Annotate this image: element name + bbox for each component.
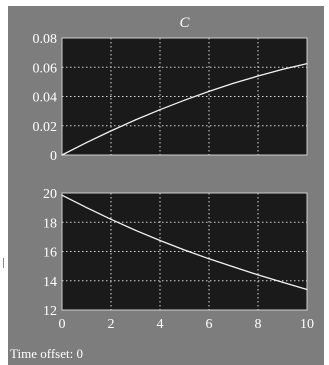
scope-panel-2: 20 18 16 14 120 2 4 6 8 10 (43, 187, 314, 332)
data-point (61, 154, 63, 156)
data-point (183, 99, 186, 101)
data-point (232, 82, 235, 84)
data-point (281, 281, 284, 283)
scope-panel-1: 0.08 0.06 0.04 0.02 0 C (33, 15, 308, 164)
data-point (85, 141, 88, 144)
data-point (134, 119, 137, 121)
y-tick-label: 0.04 (33, 91, 58, 106)
y-tick-label: 20 (43, 187, 57, 202)
x-tick-label: 2 (108, 317, 115, 332)
data-point (306, 62, 308, 65)
y-tick-label: 14 (43, 275, 57, 290)
data-point (257, 274, 259, 276)
x-tick-label: 10 (300, 317, 314, 332)
y-tick-label: 0.08 (33, 32, 58, 47)
y-tick-label: 0.02 (33, 120, 58, 135)
data-point (134, 229, 137, 231)
x-tick-label: 4 (157, 317, 164, 332)
y-tick-label: 16 (43, 246, 57, 261)
window-edge-mark (3, 258, 4, 268)
y-tick-label: 18 (43, 216, 57, 231)
data-point (183, 249, 186, 251)
data-point (208, 258, 210, 260)
data-point (110, 130, 112, 132)
data-point (61, 194, 63, 196)
plot-title: C (179, 15, 190, 31)
time-offset-label: Time offset: 0 (10, 346, 83, 361)
y-tick-label: 0 (50, 149, 57, 164)
data-point (85, 207, 88, 209)
data-point (306, 288, 308, 291)
data-point (208, 90, 210, 92)
y-tick-label: 12 (43, 304, 57, 319)
data-point (159, 239, 161, 242)
y-tick-label: 0.06 (33, 61, 58, 76)
data-point (159, 109, 161, 111)
x-tick-label: 6 (206, 317, 213, 332)
data-point (232, 266, 235, 268)
x-tick-label: 0 (59, 317, 66, 332)
x-tick-label: 8 (255, 317, 262, 332)
data-point (281, 68, 284, 71)
data-point (110, 218, 112, 220)
data-point (257, 75, 259, 77)
